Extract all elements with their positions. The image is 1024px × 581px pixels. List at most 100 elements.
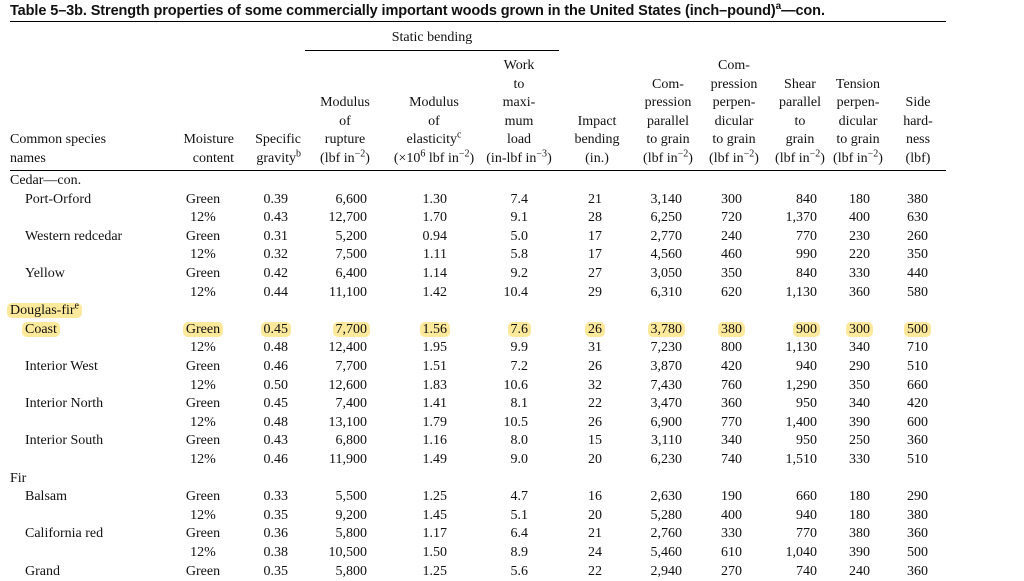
cell-value: 1.17 (422, 526, 448, 542)
cell-value: 3,110 (651, 433, 682, 449)
cell-value: 360 (721, 396, 742, 412)
cell-tension-perpendicular: 180 (790, 488, 870, 506)
cell-modulus-of-elasticity: 1.50 (367, 544, 448, 562)
cell-shear-parallel: 1,370 (737, 209, 818, 227)
cell-value: 240 (721, 228, 742, 244)
cell-compression-parallel: 3,870 (602, 358, 683, 376)
species-name: Interior South (25, 432, 103, 450)
cell-value: 7,700 (332, 321, 370, 337)
cell-modulus-of-rupture: 13,100 (287, 414, 368, 432)
cell-shear-parallel: 1,040 (737, 544, 818, 562)
cell-value: 5,800 (335, 526, 368, 542)
cell-value: 1.14 (422, 266, 448, 281)
cell-specific-gravity: 0.32 (208, 246, 289, 264)
cell-modulus-of-rupture: 12,600 (287, 377, 368, 395)
cell-value: 340 (849, 340, 870, 356)
cell-side-hardness: 500 (851, 321, 931, 339)
cell-moisture: 12% (163, 246, 243, 264)
cell-value: 340 (849, 396, 870, 412)
cell-tension-perpendicular: 330 (790, 451, 870, 469)
cell-compression-perpendicular: 460 (662, 246, 742, 264)
cell-value: 10.4 (503, 284, 529, 300)
superscript: −2 (354, 147, 366, 159)
cell-side-hardness: 350 (848, 246, 928, 264)
col-header-specific-gravity: Specific gravityb (255, 132, 301, 166)
cell-value: 350 (849, 377, 870, 393)
cell-tension-perpendicular: 290 (790, 358, 870, 376)
cell-value: 1,130 (785, 284, 818, 300)
cell-value: 1,400 (785, 414, 818, 430)
cell-work-to-max-load: 10.5 (448, 414, 529, 432)
cell-compression-perpendicular: 620 (662, 284, 742, 302)
cell-value: 220 (849, 247, 870, 263)
cell-value: 0.43 (263, 433, 289, 449)
cell-value: 12% (190, 507, 216, 523)
cell-value: 8.0 (510, 433, 529, 449)
cell-side-hardness: 420 (848, 395, 928, 413)
cell-moisture: Green (163, 228, 243, 246)
col-header-impact-bending: Impact bending (in.) (574, 113, 620, 166)
cell-side-hardness: 580 (848, 284, 928, 302)
cell-value: 6,900 (650, 414, 683, 430)
cell-specific-gravity: 0.35 (208, 507, 289, 525)
cell-value: 1.70 (422, 210, 448, 226)
cell-value: 7,230 (650, 340, 683, 356)
cell-compression-parallel: 3,110 (602, 432, 682, 450)
cell-moisture: 12% (163, 377, 243, 395)
cell-value: 1,290 (785, 377, 818, 393)
cell-value: 380 (907, 507, 928, 523)
cell-value: 7,700 (335, 359, 368, 374)
cell-shear-parallel: 660 (737, 488, 817, 506)
cell-value: 0.43 (263, 210, 289, 226)
cell-compression-parallel: 3,050 (602, 265, 683, 283)
cell-shear-parallel: 940 (737, 507, 817, 525)
static-bending-rule (305, 50, 559, 51)
cell-compression-perpendicular: 350 (662, 265, 742, 283)
cell-value: 20 (588, 507, 602, 523)
cell-value: 840 (796, 191, 817, 207)
cell-value: 0.31 (263, 228, 289, 244)
cell-value: Green (185, 396, 221, 412)
cell-value: 770 (796, 526, 817, 542)
cell-value: 5,800 (335, 563, 368, 579)
superscript: −2 (677, 147, 689, 159)
cell-shear-parallel: 1,130 (737, 339, 818, 357)
species-name: Balsam (25, 488, 67, 506)
cell-modulus-of-elasticity: 1.25 (367, 488, 448, 506)
cell-compression-parallel: 3,140 (602, 191, 683, 209)
cell-value: 190 (721, 489, 742, 505)
cell-value: 710 (907, 340, 928, 356)
cell-specific-gravity: 0.45 (208, 395, 289, 413)
cell-compression-parallel: 7,430 (602, 377, 683, 395)
cell-compression-perpendicular: 610 (662, 544, 742, 562)
cell-value: 0.45 (263, 396, 289, 412)
cell-tension-perpendicular: 400 (790, 209, 870, 227)
species-label: Coast (22, 321, 60, 337)
cell-moisture: Green (163, 525, 243, 543)
static-bending-header: Static bending (391, 30, 473, 45)
cell-compression-perpendicular: 770 (662, 414, 742, 432)
cell-modulus-of-elasticity: 1.42 (367, 284, 448, 302)
superscript: −2 (867, 147, 879, 159)
cell-side-hardness: 440 (848, 265, 928, 283)
cell-value: 26 (588, 359, 602, 374)
cell-value: 12% (190, 340, 216, 356)
cell-value: 6,310 (650, 284, 683, 300)
cell-value: 380 (907, 191, 928, 207)
cell-side-hardness: 290 (848, 488, 928, 506)
group-heading: Fir (10, 470, 26, 488)
cell-value: 0.48 (263, 340, 289, 356)
superscript: −2 (458, 147, 470, 159)
cell-value: Green (182, 321, 224, 337)
cell-value: Green (185, 489, 221, 505)
superscript: c (457, 129, 462, 141)
cell-specific-gravity: 0.46 (208, 451, 289, 469)
cell-specific-gravity: 0.44 (208, 284, 289, 302)
cell-tension-perpendicular: 180 (790, 507, 870, 525)
cell-specific-gravity: 0.48 (208, 339, 289, 357)
cell-modulus-of-rupture: 12,700 (287, 209, 368, 227)
cell-value: 260 (907, 228, 928, 244)
cell-value: 770 (796, 228, 817, 244)
cell-value: 760 (721, 377, 742, 393)
cell-moisture: Green (163, 488, 243, 506)
